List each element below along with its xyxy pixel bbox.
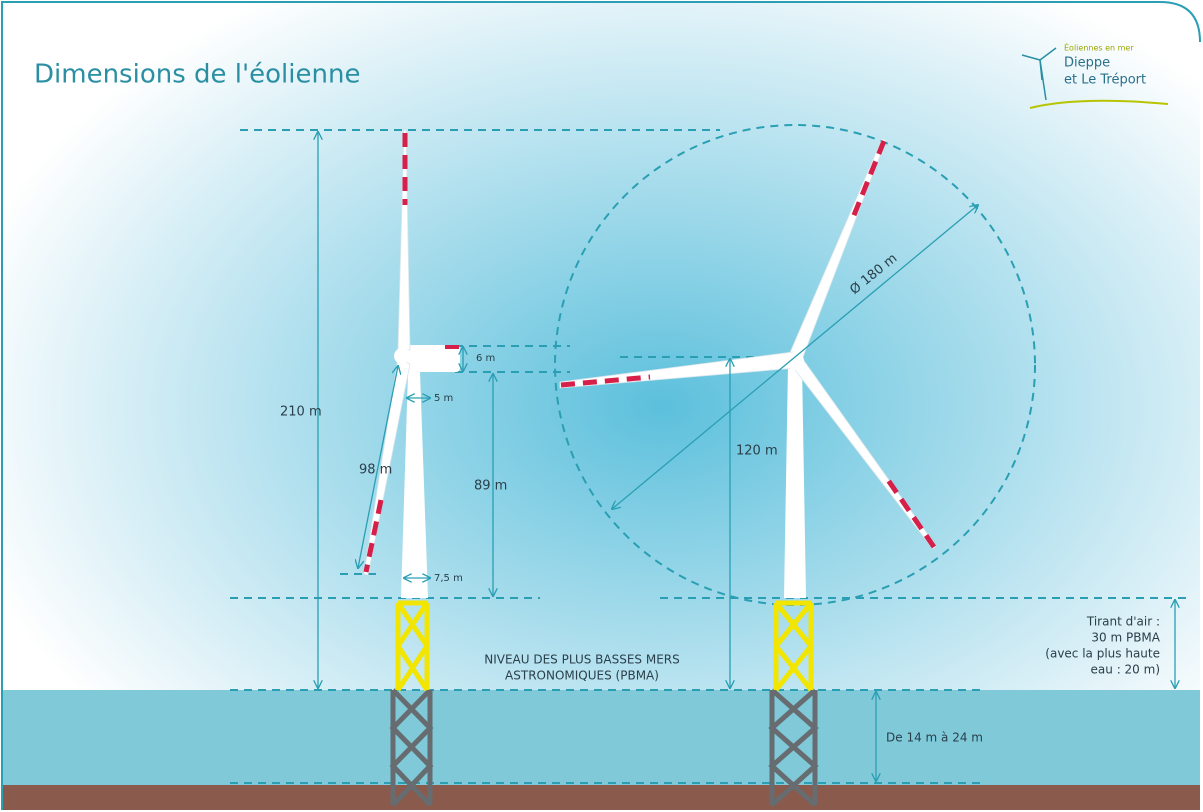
label: ASTRONOMIQUES (PBMA) [505, 669, 659, 683]
hub [786, 352, 804, 370]
jacket-upper [394, 600, 431, 692]
label: 30 m PBMA [1091, 631, 1160, 645]
title: Dimensions de l'éolienne [34, 60, 360, 90]
rotor-circle [554, 124, 1036, 606]
label: (avec la plus haute [1045, 647, 1160, 661]
label: NIVEAU DES PLUS BASSES MERS [484, 653, 680, 667]
logo-wave [1029, 99, 1169, 109]
label: Tirant d'air : [1086, 615, 1160, 629]
arrow [358, 366, 398, 568]
jacket-lower [389, 688, 434, 807]
label: 7,5 m [434, 573, 463, 584]
logo-text: et Le Tréport [1064, 73, 1146, 88]
label: 210 m [280, 405, 322, 420]
label: 6 m [476, 353, 495, 364]
dimensions [318, 132, 1175, 781]
logo-text: Éoliennes en mer [1064, 42, 1134, 53]
logo-text: Dieppe [1064, 56, 1110, 71]
jacket-upper [772, 600, 815, 692]
nacelle [400, 345, 460, 372]
label: 89 m [474, 479, 507, 494]
sea [2, 690, 1200, 785]
labels: 210 m 6 m 5 m 98 m 89 m 7,5 m Ø 180 m 12… [280, 251, 1161, 745]
seabed [2, 785, 1200, 810]
label: 98 m [359, 463, 392, 478]
hub [394, 348, 410, 364]
label: De 14 m à 24 m [886, 731, 983, 745]
logo: Éoliennes en mer Dieppe et Le Tréport [1021, 42, 1169, 109]
tower [401, 372, 428, 598]
label: eau : 20 m) [1091, 663, 1160, 677]
logo-icon [1021, 47, 1057, 101]
label: 120 m [736, 444, 778, 459]
label: 5 m [434, 393, 453, 404]
arrow [612, 205, 978, 509]
jacket-lower [768, 688, 819, 807]
